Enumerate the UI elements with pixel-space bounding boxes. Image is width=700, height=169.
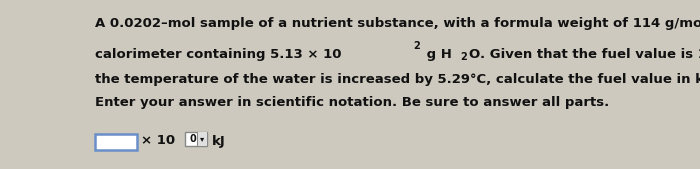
Text: Enter your answer in scientific notation. Be sure to answer all parts.: Enter your answer in scientific notation… (95, 96, 609, 109)
Bar (185, 132, 207, 146)
Text: A 0.0202–mol sample of a nutrient substance, with a formula weight of 114 g/mol,: A 0.0202–mol sample of a nutrient substa… (95, 17, 700, 30)
Text: kJ: kJ (212, 135, 226, 148)
Text: the temperature of the water is increased by 5.29°C, calculate the fuel value in: the temperature of the water is increase… (95, 73, 700, 86)
Text: × 10: × 10 (141, 135, 175, 148)
Text: 0: 0 (189, 134, 196, 144)
Text: g H: g H (422, 48, 452, 61)
Text: calorimeter containing 5.13 × 10: calorimeter containing 5.13 × 10 (95, 48, 342, 61)
Text: O. Given that the fuel value is 1.18 × 10: O. Given that the fuel value is 1.18 × 1… (469, 48, 700, 61)
Text: 2: 2 (413, 41, 420, 51)
Text: 2: 2 (461, 52, 467, 62)
Bar (95, 134, 137, 150)
Text: ▾: ▾ (200, 135, 204, 143)
Bar (197, 132, 207, 146)
